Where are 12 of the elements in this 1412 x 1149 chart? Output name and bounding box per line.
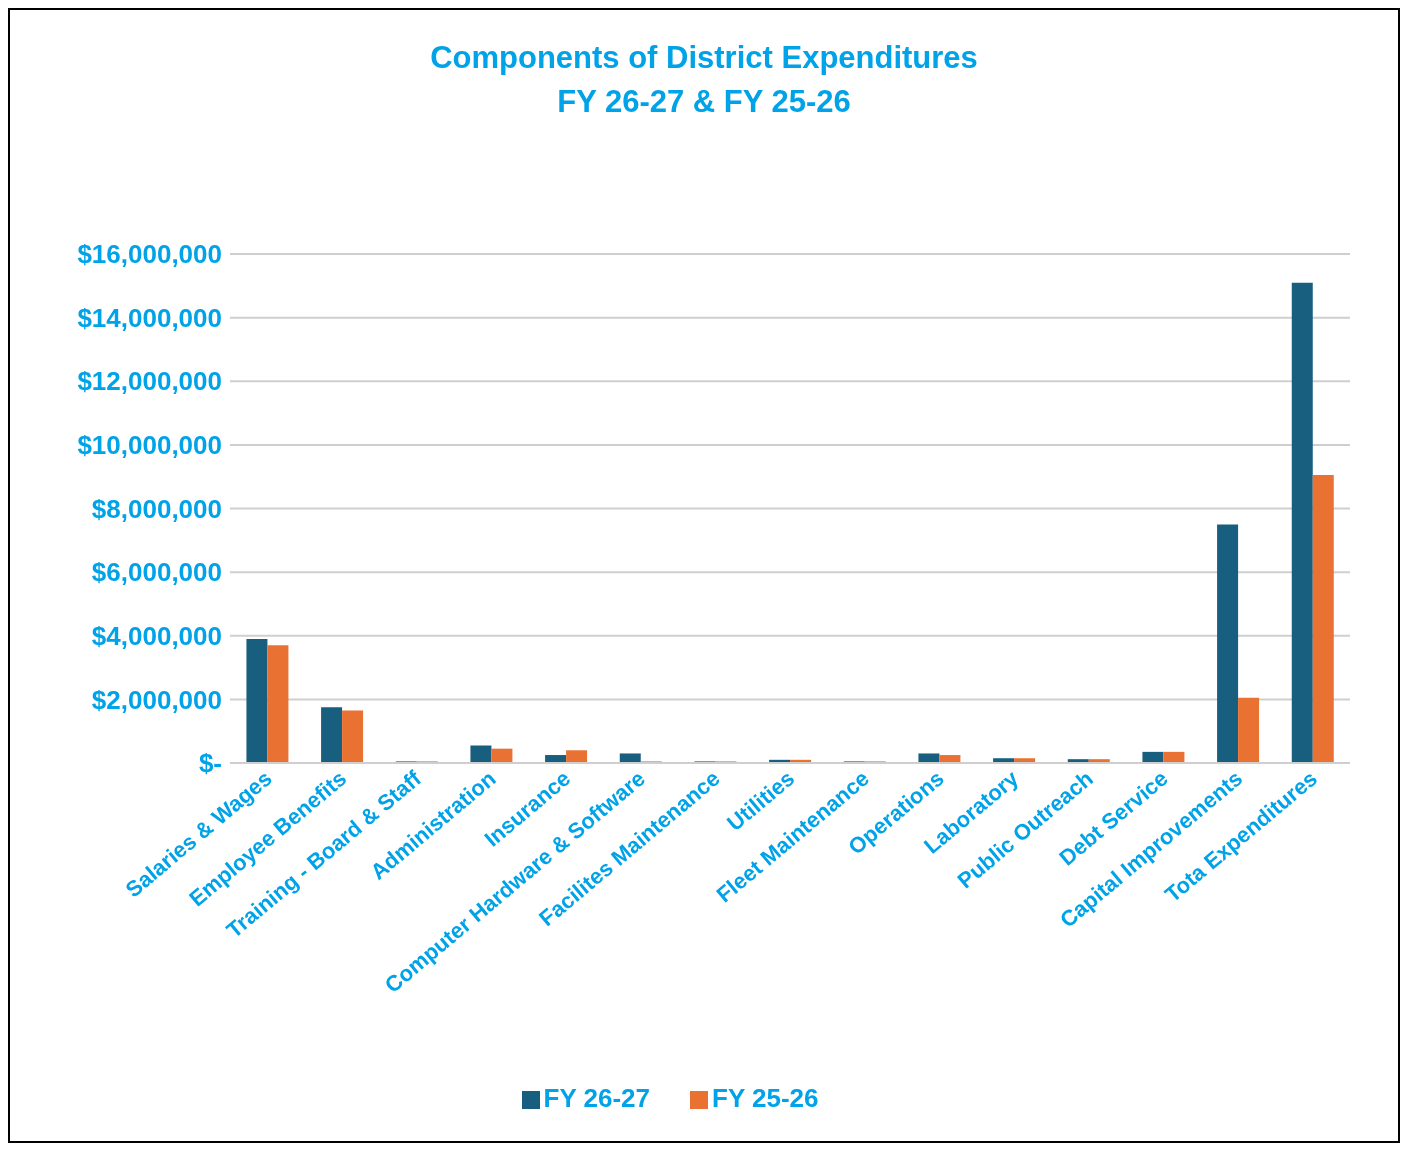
y-tick-label: $8,000,000: [91, 493, 222, 524]
y-tick-label: $6,000,000: [91, 557, 222, 588]
legend-label: FY 26-27: [543, 1083, 650, 1113]
chart-title: Components of District Expenditures FY 26-27 & FY 25-26: [429, 39, 979, 121]
y-tick-label: $-: [198, 748, 222, 779]
y-tick-label: $14,000,000: [77, 302, 222, 333]
y-tick-label: $12,000,000: [77, 366, 222, 397]
y-tick-label: $4,000,000: [91, 620, 222, 651]
y-tick-label: $16,000,000: [77, 239, 222, 270]
y-tick-label: $10,000,000: [77, 430, 222, 461]
legend-label: FY 25-26: [712, 1083, 819, 1113]
y-tick-label: $2,000,000: [91, 684, 222, 715]
